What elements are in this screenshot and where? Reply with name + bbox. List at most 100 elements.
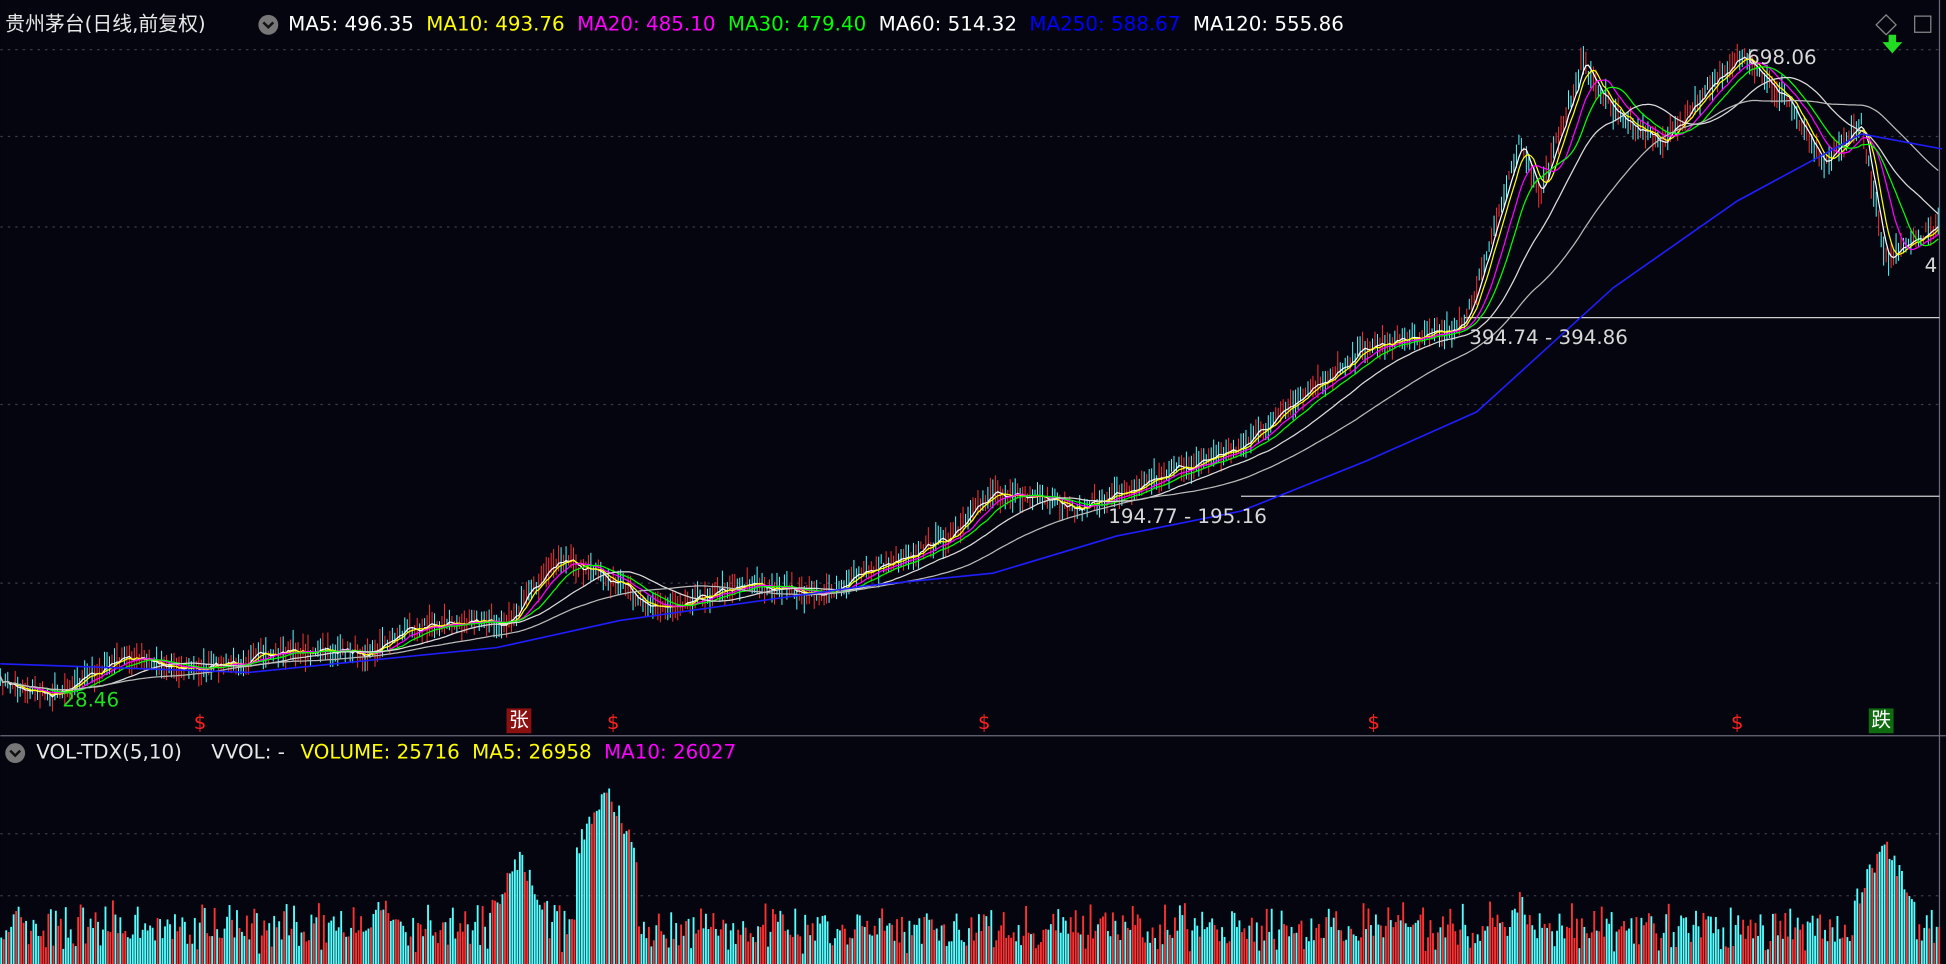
volume-bar	[528, 869, 531, 964]
volume-bar	[677, 945, 680, 964]
volume-bar	[1838, 938, 1841, 964]
volume-bar	[69, 929, 72, 964]
volume-bar	[1876, 853, 1879, 964]
volume-bar	[1268, 931, 1271, 964]
volume-bar	[1504, 927, 1506, 964]
volume-bar	[752, 937, 755, 964]
volume-bar	[747, 941, 750, 964]
volume-bar	[799, 936, 802, 964]
volume-bar	[1342, 940, 1345, 964]
volume-bar	[1888, 858, 1891, 964]
volume-bar	[404, 932, 407, 964]
volume-bar	[1394, 922, 1397, 964]
volume-bar	[1414, 922, 1417, 964]
volume-bar	[533, 894, 536, 964]
volume-bar	[1650, 916, 1653, 964]
volume-bar	[1136, 914, 1139, 964]
volume-bar	[561, 951, 563, 964]
volume-bar	[1548, 923, 1551, 964]
volume-bar	[1397, 915, 1400, 964]
volume-bar	[1722, 927, 1725, 964]
window-icon[interactable]	[1914, 15, 1932, 33]
level-annotation: 394.74 - 394.86	[1469, 326, 1628, 349]
volume-bar	[64, 907, 67, 964]
volume-bar	[1501, 921, 1504, 964]
volume-bar	[1628, 928, 1630, 964]
volume-bar	[1307, 941, 1310, 964]
volume-bar	[1675, 947, 1678, 964]
volume-bar	[1642, 925, 1645, 964]
volume-bar	[255, 913, 258, 964]
volume-bar	[791, 936, 794, 964]
volume-bar	[275, 927, 278, 964]
volume-bar	[1064, 920, 1067, 964]
volume-bar	[1049, 924, 1052, 964]
volume-bar	[1258, 950, 1261, 964]
volume-bar	[1739, 934, 1742, 964]
volume-bar	[464, 911, 467, 964]
volume-bar	[1285, 925, 1288, 964]
volume-bar	[613, 811, 616, 964]
volume-bar	[1590, 932, 1593, 964]
volume-bar	[1687, 933, 1690, 964]
volume-bar	[1836, 915, 1839, 964]
dropdown-button[interactable]	[258, 14, 279, 35]
volume-bar	[1796, 917, 1799, 964]
volume-bar	[1588, 938, 1591, 964]
dollar-marker: $	[1731, 711, 1744, 734]
volume-bar	[531, 885, 534, 964]
volume-bar	[397, 919, 400, 964]
volume-bar	[196, 949, 199, 964]
volume-bar	[44, 947, 47, 964]
volume-bar	[789, 934, 792, 964]
volume-bar	[1330, 927, 1333, 964]
volume-bar	[424, 928, 427, 964]
volume-bar	[856, 914, 859, 964]
volume-bar	[494, 900, 496, 964]
volume-bar	[506, 872, 509, 964]
volume-bar	[1801, 924, 1804, 964]
volume-bar	[414, 951, 417, 964]
volume-bar	[779, 910, 782, 964]
volume-bar	[1196, 925, 1199, 964]
tool-icon[interactable]	[1875, 14, 1897, 36]
volume-bar	[948, 941, 951, 964]
volume-bar	[1863, 888, 1866, 964]
volume-bar	[208, 936, 211, 964]
volume-bar	[1806, 921, 1809, 964]
volume-bar	[776, 921, 779, 964]
volume-bar	[360, 916, 362, 964]
volume-bar	[280, 939, 283, 964]
volume-bar	[1459, 929, 1462, 964]
volume-bar	[1553, 946, 1556, 964]
volume-bar	[1427, 937, 1429, 964]
indicator-value: MA10: 26027	[604, 741, 736, 764]
volume-bar	[548, 938, 551, 964]
volume-bar	[640, 933, 643, 964]
volume-bar	[206, 933, 209, 964]
volume-bar	[1575, 918, 1578, 964]
volume-bar	[1536, 938, 1539, 964]
dropdown-button[interactable]	[5, 743, 26, 764]
volume-bar	[233, 937, 236, 964]
volume-bar	[72, 943, 75, 964]
volume-bar	[767, 946, 769, 964]
volume-bar	[563, 910, 566, 964]
volume-bar	[1233, 912, 1236, 964]
volume-bar	[290, 928, 293, 964]
volume-bar	[618, 805, 621, 964]
volume-bar	[1786, 936, 1789, 964]
volume-bar	[717, 935, 720, 964]
volume-bar	[1618, 929, 1621, 964]
volume-bar	[1231, 911, 1233, 964]
volume-bar	[1489, 901, 1491, 964]
volume-bar	[1057, 909, 1060, 964]
volume-bar	[1099, 918, 1102, 964]
volume-bar	[1789, 908, 1792, 964]
volume-bar	[977, 914, 980, 964]
volume-bar	[20, 917, 23, 964]
volume-bar	[583, 839, 586, 964]
volume-bar	[1015, 941, 1018, 964]
volume-bar	[25, 920, 27, 964]
volume-bar	[662, 934, 665, 964]
